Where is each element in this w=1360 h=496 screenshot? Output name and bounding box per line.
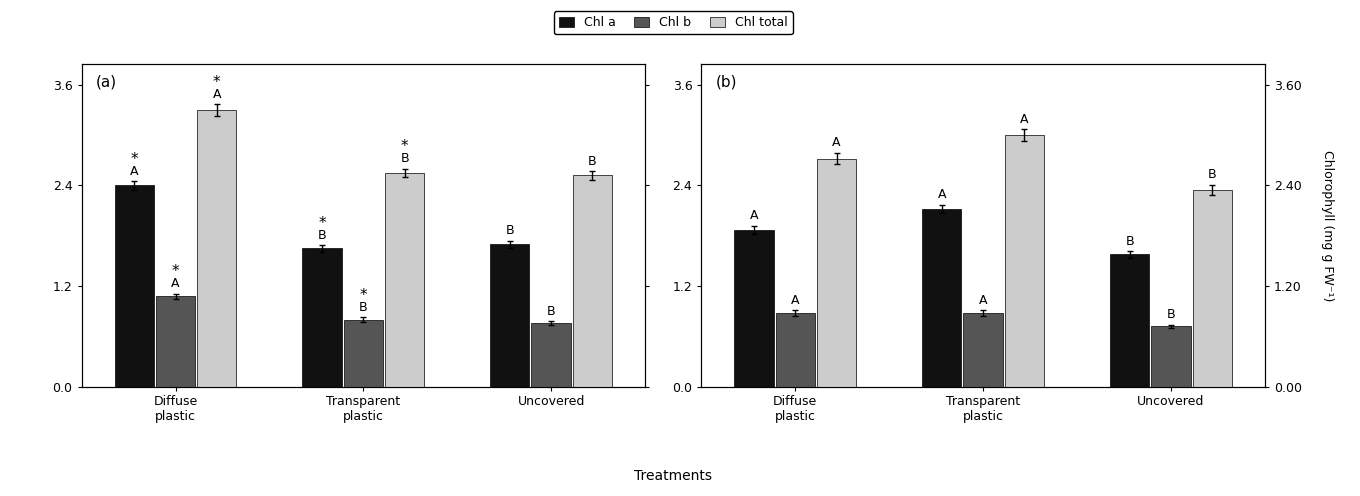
Text: B: B: [318, 229, 326, 242]
Text: (b): (b): [715, 74, 737, 89]
Text: A: A: [171, 277, 180, 290]
Bar: [302, 248, 341, 387]
Text: A: A: [832, 136, 840, 149]
Text: A: A: [212, 88, 222, 101]
Text: A: A: [937, 188, 947, 201]
Bar: [156, 296, 194, 387]
Bar: [1110, 254, 1149, 387]
Text: (a): (a): [95, 74, 117, 89]
Text: *: *: [214, 75, 220, 90]
Text: *: *: [318, 216, 326, 231]
Text: B: B: [1167, 309, 1175, 321]
Bar: [1152, 326, 1190, 387]
Bar: [197, 110, 237, 387]
Text: B: B: [547, 305, 555, 318]
Bar: [1005, 135, 1044, 387]
Bar: [114, 186, 154, 387]
Text: *: *: [359, 288, 367, 303]
Text: A: A: [979, 294, 987, 307]
Bar: [490, 244, 529, 387]
Text: A: A: [131, 165, 139, 178]
Bar: [573, 175, 612, 387]
Text: A: A: [1020, 113, 1028, 126]
Bar: [817, 159, 857, 387]
Bar: [922, 209, 962, 387]
Text: Treatments: Treatments: [634, 469, 713, 483]
Bar: [1193, 189, 1232, 387]
Text: *: *: [131, 152, 137, 167]
Bar: [963, 313, 1002, 387]
Text: B: B: [359, 301, 367, 314]
Text: A: A: [792, 294, 800, 307]
Text: B: B: [1208, 168, 1217, 181]
Text: B: B: [588, 155, 597, 168]
Bar: [385, 173, 424, 387]
Text: B: B: [400, 152, 409, 165]
Bar: [734, 230, 774, 387]
Legend: Chl a, Chl b, Chl total: Chl a, Chl b, Chl total: [554, 11, 793, 34]
Text: B: B: [1125, 235, 1134, 248]
Y-axis label: Chlorophyll (mg g FW⁻¹): Chlorophyll (mg g FW⁻¹): [1322, 150, 1334, 302]
Text: A: A: [749, 209, 759, 222]
Text: B: B: [506, 224, 514, 238]
Text: *: *: [401, 139, 408, 154]
Bar: [775, 313, 815, 387]
Bar: [532, 323, 571, 387]
Text: *: *: [171, 264, 180, 279]
Bar: [344, 320, 384, 387]
